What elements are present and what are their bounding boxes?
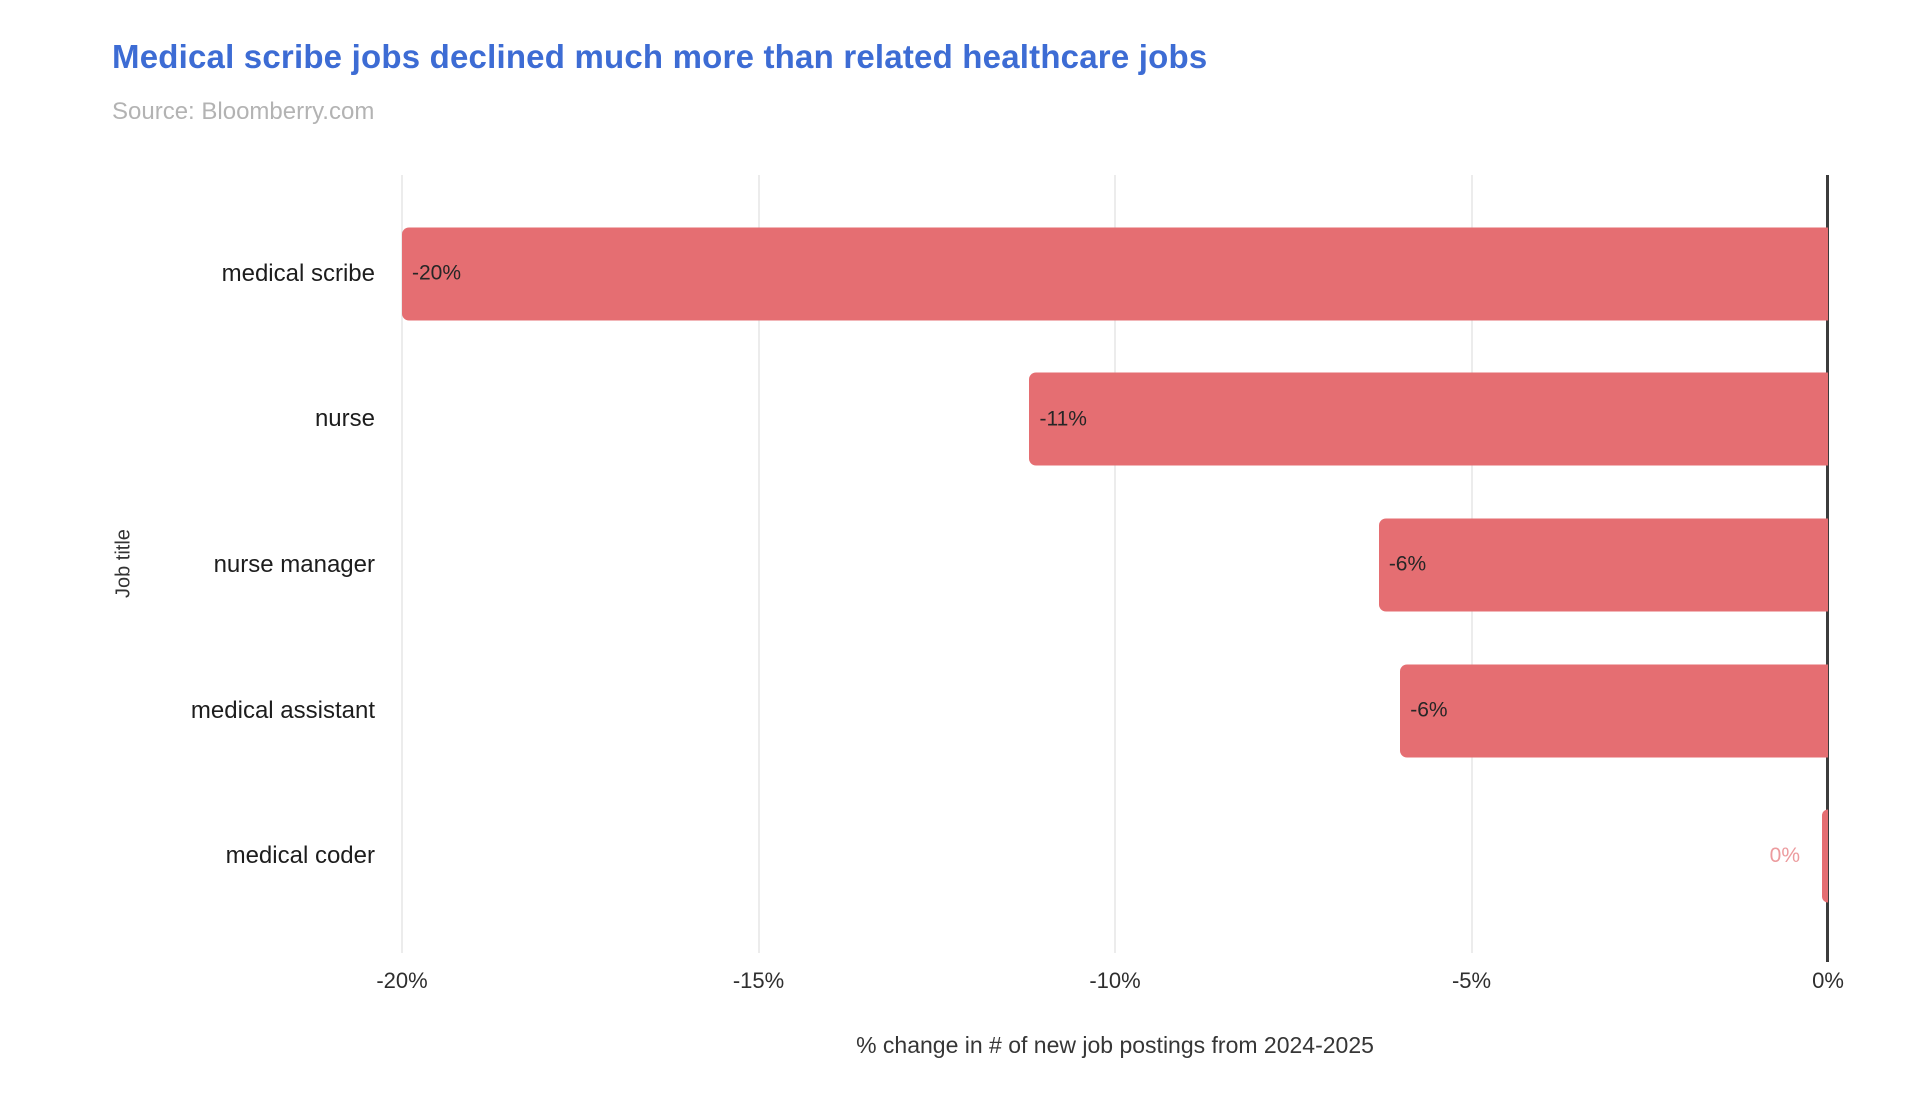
gridline [758,175,759,953]
x-tick-label: -15% [732,968,785,993]
x-tick-label: -10% [1089,968,1141,993]
x-axis-ticks: -20% -15% -10% -5% 0% [376,968,1844,1000]
bar-series: -20% -11% -6% -6% 0% [402,201,1828,929]
gridline [401,175,403,953]
chart-source: Source: Bloomberry.com [112,98,375,125]
gridline [1114,175,1116,953]
x-tick-label: -20% [376,968,428,993]
category-label: medical assistant [190,696,375,724]
category-label: medical coder [225,842,375,870]
plot-area: -20% -11% -6% -6% 0% [401,175,1829,962]
bar: -20% [402,227,1828,321]
x-axis-title: % change in # of new job postings from 2… [856,1032,1374,1058]
bar-row: -11% [402,347,1828,493]
bar-row: -20% [402,201,1828,347]
x-tick-label: -5% [1451,968,1492,993]
category-axis-labels: medical scribe nurse nurse manager medical … [0,175,388,952]
category-label: nurse [314,405,375,433]
bar [1822,809,1828,903]
bar-value-label: 0% [1769,844,1800,868]
x-tick-label: 0% [1812,968,1844,993]
bar-row: -6% [402,638,1828,784]
bar-value-label: -20% [412,261,462,285]
bar-value-label: -6% [1388,552,1427,576]
bar: -11% [1029,372,1828,466]
bar: -6% [1400,664,1828,758]
bar-value-label: -6% [1410,698,1448,722]
category-label: medical scribe [221,259,375,287]
bar-row: 0% [402,783,1828,929]
bar-row: -6% [402,492,1828,638]
bar: -6% [1378,518,1828,612]
bar-value-label: -11% [1039,407,1087,431]
chart-title: Medical scribe jobs declined much more t… [112,38,1208,75]
category-label: nurse manager [213,550,375,578]
